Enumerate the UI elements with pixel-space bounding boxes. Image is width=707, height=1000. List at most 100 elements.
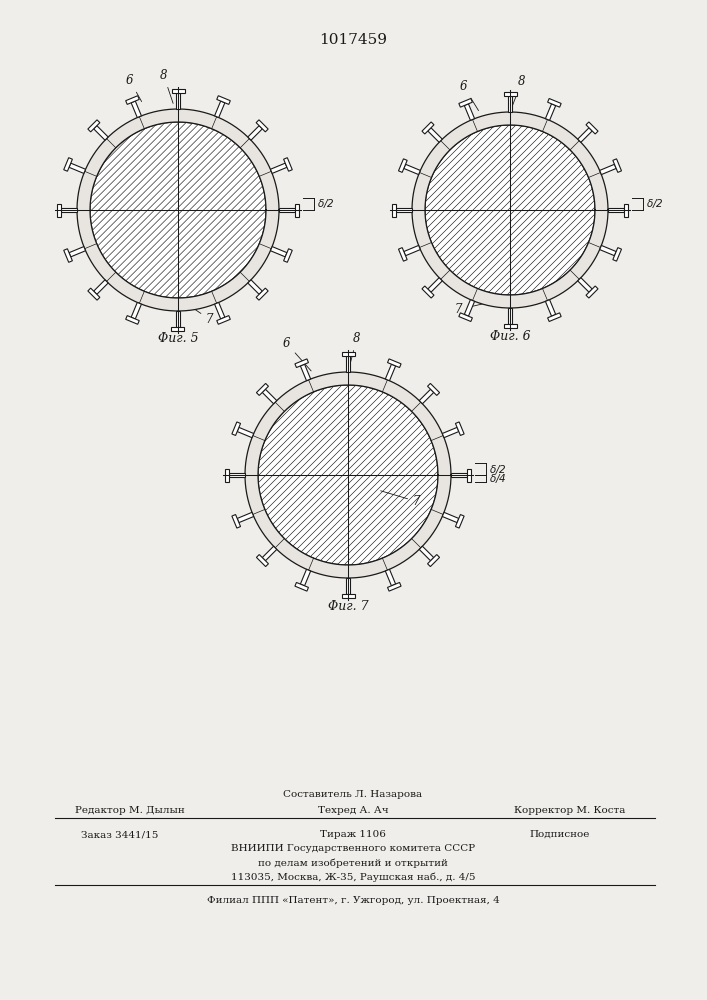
Polygon shape <box>428 278 443 292</box>
Polygon shape <box>176 311 180 327</box>
Polygon shape <box>396 208 412 212</box>
Text: 7: 7 <box>192 308 214 326</box>
Polygon shape <box>586 122 598 134</box>
Text: 113035, Москва, Ж-35, Раушская наб., д. 4/5: 113035, Москва, Ж-35, Раушская наб., д. … <box>230 872 475 882</box>
Polygon shape <box>459 313 472 322</box>
Polygon shape <box>176 93 180 109</box>
Polygon shape <box>262 546 276 561</box>
Text: Редактор М. Дылын: Редактор М. Дылын <box>75 806 185 815</box>
Polygon shape <box>399 248 407 261</box>
Polygon shape <box>232 515 240 528</box>
Polygon shape <box>392 204 396 217</box>
Text: 7: 7 <box>455 302 492 316</box>
Text: $\delta$/2: $\delta$/2 <box>646 198 663 211</box>
Polygon shape <box>425 125 595 295</box>
Polygon shape <box>172 89 185 93</box>
Polygon shape <box>94 126 108 140</box>
Polygon shape <box>464 104 474 120</box>
Text: 7: 7 <box>380 491 421 508</box>
Polygon shape <box>341 594 354 598</box>
Text: Φиг. 5: Φиг. 5 <box>158 332 198 346</box>
Polygon shape <box>613 248 621 261</box>
Polygon shape <box>94 280 108 294</box>
Polygon shape <box>232 422 240 435</box>
Polygon shape <box>545 300 556 316</box>
Polygon shape <box>459 98 472 107</box>
Text: по делам изобретений и открытий: по делам изобретений и открытий <box>258 858 448 867</box>
Polygon shape <box>237 427 254 438</box>
Text: Тираж 1106: Тираж 1106 <box>320 830 386 839</box>
Polygon shape <box>271 163 287 173</box>
Polygon shape <box>172 327 185 331</box>
Polygon shape <box>578 128 592 142</box>
Polygon shape <box>613 159 621 172</box>
Polygon shape <box>404 164 421 175</box>
Polygon shape <box>451 473 467 477</box>
Text: Филиал ППП «Патент», г. Ужгород, ул. Проектная, 4: Филиал ППП «Патент», г. Ужгород, ул. Про… <box>206 896 499 905</box>
Polygon shape <box>399 159 407 172</box>
Polygon shape <box>404 245 421 256</box>
Polygon shape <box>69 247 86 257</box>
Polygon shape <box>428 555 440 567</box>
Polygon shape <box>248 126 262 140</box>
Polygon shape <box>455 422 464 435</box>
Polygon shape <box>443 512 459 523</box>
Polygon shape <box>64 249 72 262</box>
Polygon shape <box>284 158 292 171</box>
Polygon shape <box>503 324 517 328</box>
Polygon shape <box>419 546 433 561</box>
Polygon shape <box>419 389 433 404</box>
Polygon shape <box>57 204 61 217</box>
Polygon shape <box>295 204 299 217</box>
Polygon shape <box>258 385 438 565</box>
Polygon shape <box>422 286 434 298</box>
Polygon shape <box>217 96 230 104</box>
Polygon shape <box>428 383 440 395</box>
Polygon shape <box>608 208 624 212</box>
Polygon shape <box>387 582 401 591</box>
Polygon shape <box>545 104 556 120</box>
Text: Заказ 3441/15: Заказ 3441/15 <box>81 830 158 839</box>
Polygon shape <box>90 122 266 298</box>
Polygon shape <box>257 555 269 567</box>
Polygon shape <box>61 208 77 212</box>
Polygon shape <box>443 427 459 438</box>
Polygon shape <box>385 569 396 586</box>
Polygon shape <box>300 569 310 586</box>
Polygon shape <box>69 163 86 173</box>
Polygon shape <box>422 122 434 134</box>
Polygon shape <box>225 468 229 482</box>
Polygon shape <box>237 512 254 523</box>
Polygon shape <box>229 473 245 477</box>
Text: Корректор М. Коста: Корректор М. Коста <box>514 806 626 815</box>
Text: Φиг. 7: Φиг. 7 <box>327 599 368 612</box>
Polygon shape <box>217 316 230 324</box>
Text: 6: 6 <box>126 74 141 102</box>
Polygon shape <box>464 300 474 316</box>
Polygon shape <box>300 364 310 381</box>
Polygon shape <box>279 208 295 212</box>
Polygon shape <box>467 468 471 482</box>
Polygon shape <box>385 364 396 381</box>
Polygon shape <box>284 249 292 262</box>
Polygon shape <box>455 515 464 528</box>
Polygon shape <box>586 286 598 298</box>
Polygon shape <box>508 308 513 324</box>
Text: $\delta$/2: $\delta$/2 <box>489 462 506 476</box>
Polygon shape <box>428 128 443 142</box>
Polygon shape <box>624 204 628 217</box>
Text: ВНИИПИ Государственного комитета СССР: ВНИИПИ Государственного комитета СССР <box>231 844 475 853</box>
Polygon shape <box>64 158 72 171</box>
Polygon shape <box>548 98 561 107</box>
Polygon shape <box>346 578 350 594</box>
Polygon shape <box>131 302 141 319</box>
Polygon shape <box>126 316 139 324</box>
Text: 8: 8 <box>160 69 173 103</box>
Polygon shape <box>248 280 262 294</box>
Text: $\delta$/4: $\delta$/4 <box>489 472 507 485</box>
Polygon shape <box>600 245 617 256</box>
Text: Составитель Л. Назарова: Составитель Л. Назарова <box>284 790 423 799</box>
Polygon shape <box>126 96 139 104</box>
Polygon shape <box>214 101 225 118</box>
Polygon shape <box>600 164 617 175</box>
